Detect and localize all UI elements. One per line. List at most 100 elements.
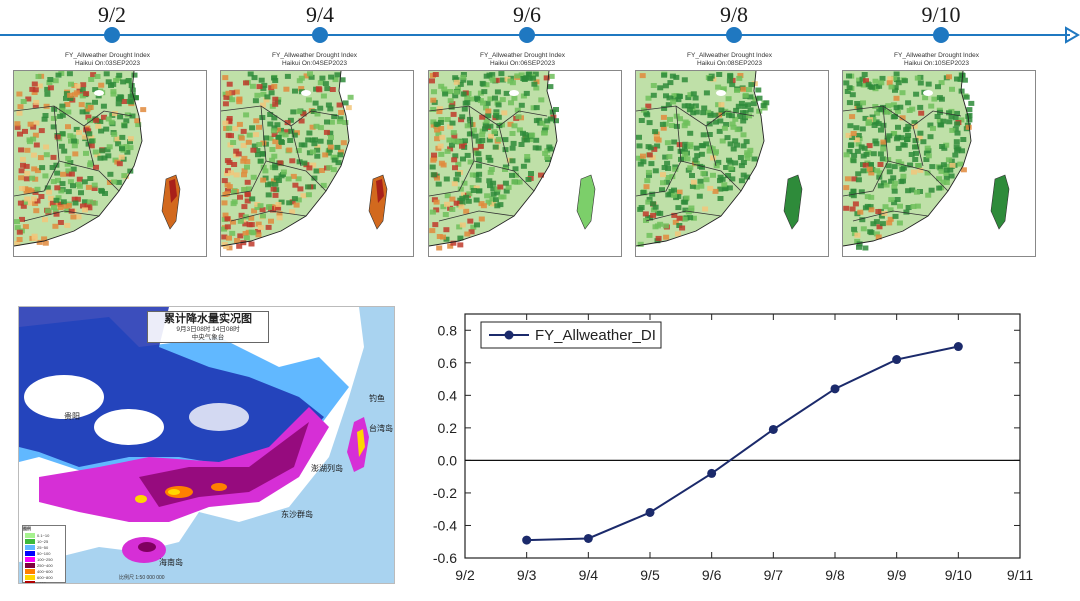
timeline-dot	[104, 27, 120, 43]
map-title-text: FY_Allweather Drought Index	[480, 52, 565, 59]
drought-map-image	[635, 70, 829, 257]
precipitation-title: 累计降水量实况图	[164, 313, 252, 325]
drought-map-panel: FY_Allweather Drought Index Haikui On:10…	[834, 52, 1039, 264]
x-tick-label: 9/4	[579, 567, 599, 583]
drought-map-panel: FY_Allweather Drought Index Haikui On:04…	[212, 52, 417, 264]
legend-label: FY_Allweather_DI	[535, 327, 656, 344]
timeline-dot	[726, 27, 742, 43]
legend-item: 400~600	[23, 568, 65, 574]
drought-map-title: FY_Allweather Drought Index Haikui On:04…	[212, 52, 417, 67]
map-subtitle-text: Haikui On:03SEP2023	[74, 59, 141, 67]
legend-item: 100~250	[23, 556, 65, 562]
drought-map-svg	[636, 71, 828, 256]
drought-map-panel: FY_Allweather Drought Index Haikui On:03…	[5, 52, 210, 264]
data-point	[830, 384, 840, 394]
province-boundaries	[221, 105, 340, 222]
legend-swatch	[25, 568, 35, 574]
data-point	[953, 342, 963, 352]
data-point	[583, 533, 593, 543]
y-tick-label: 0.2	[438, 420, 458, 436]
coastline	[221, 71, 350, 247]
map-title-text: FY_Allweather Drought Index	[894, 52, 979, 59]
geo-label-taiwan: 台湾岛	[369, 424, 393, 433]
x-tick-label: 9/6	[702, 567, 722, 583]
legend-label: 100~250	[37, 556, 53, 562]
map-title-text: FY_Allweather Drought Index	[687, 52, 772, 59]
coastline	[429, 71, 558, 247]
coastline	[843, 71, 972, 247]
x-tick-label: 9/8	[825, 567, 845, 583]
legend-swatch	[25, 562, 35, 568]
map-subtitle-text: Haikui On:04SEP2023	[281, 59, 348, 67]
timeline-dot	[312, 27, 328, 43]
data-point	[645, 507, 655, 517]
timeline-date-label: 9/6	[512, 2, 542, 27]
map-title-text: FY_Allweather Drought Index	[65, 52, 150, 59]
geo-label-inland: 贵阳	[64, 412, 80, 421]
province-boundaries	[843, 105, 962, 222]
data-point	[707, 468, 717, 478]
province-boundaries	[14, 105, 133, 222]
x-tick-label: 9/9	[887, 567, 907, 583]
x-tick-label: 9/5	[640, 567, 660, 583]
timeline-arrow-icon	[1065, 26, 1080, 44]
geo-label-penghu: 澎湖列岛	[311, 464, 343, 473]
drought-map-title: FY_Allweather Drought Index Haikui On:03…	[5, 52, 210, 67]
coastline	[14, 71, 143, 247]
y-tick-label: 0.8	[438, 322, 458, 338]
coastline	[636, 71, 765, 247]
series-line	[526, 345, 959, 542]
y-tick-label: 0.6	[438, 355, 458, 371]
legend-item: 0.1~10	[23, 532, 65, 538]
timeline-date-label: 9/2	[97, 2, 127, 27]
y-tick-label: -0.6	[433, 550, 457, 566]
legend-label: 600~800	[37, 574, 53, 580]
legend-title: 图例	[23, 526, 31, 531]
map-subtitle-text: Haikui On:06SEP2023	[489, 59, 556, 67]
x-tick-label: 9/10	[945, 567, 972, 583]
precipitation-subtitle: 9月3日08时 14日08时	[176, 326, 240, 333]
timeline-dot	[933, 27, 949, 43]
drought-map-svg	[221, 71, 413, 256]
legend-label: 400~600	[37, 568, 53, 574]
y-tick-label: 0.4	[438, 387, 458, 403]
map-subtitle-text: Haikui On:10SEP2023	[903, 59, 970, 67]
precipitation-map: 累计降水量实况图 9月3日08时 14日08时 中央气象台 贵阳 钓鱼 台湾岛 …	[18, 306, 395, 584]
taiwan-shape	[990, 174, 1010, 230]
timeline-axis	[0, 26, 1080, 44]
y-tick-label: -0.2	[433, 485, 457, 501]
drought-map-title: FY_Allweather Drought Index Haikui On:08…	[627, 52, 832, 67]
precipitation-legend: 图例 0.1~10 10~25 25~50 50~100 100~250 250~400 4…	[22, 525, 66, 583]
taiwan-shape	[783, 174, 803, 230]
x-tick-label: 9/3	[517, 567, 537, 583]
legend-item: 600~800	[23, 574, 65, 580]
legend-item: 10~25	[23, 538, 65, 544]
legend-item: 25~50	[23, 544, 65, 550]
timeline-date-label: 9/10	[921, 2, 961, 27]
map-subtitle-text: Haikui On:08SEP2023	[696, 59, 763, 67]
drought-map-panel: FY_Allweather Drought Index Haikui On:06…	[420, 52, 625, 264]
taiwan-shape	[576, 174, 596, 230]
geo-label-hainan: 海南岛	[159, 558, 183, 567]
legend-swatch	[25, 574, 35, 580]
data-point	[892, 355, 902, 365]
legend-swatch	[25, 538, 35, 544]
drought-map-title: FY_Allweather Drought Index Haikui On:10…	[834, 52, 1039, 67]
x-tick-label: 9/11	[1007, 567, 1033, 583]
date-timeline: 9/2 9/4 9/6 9/8 9/10	[0, 0, 1080, 60]
legend-item: 250~400	[23, 562, 65, 568]
legend-label: 250~400	[37, 562, 53, 568]
province-boundaries	[429, 105, 548, 222]
y-tick-label: 0.0	[438, 452, 458, 468]
plot-frame	[464, 313, 1021, 559]
drought-map-image	[13, 70, 207, 257]
legend-swatch	[25, 556, 35, 562]
geo-label-diaoyu: 钓鱼	[369, 394, 385, 403]
legend-label: 25~50	[37, 544, 49, 550]
legend-marker	[504, 330, 514, 340]
precipitation-map-image	[19, 307, 369, 563]
drought-map-title: FY_Allweather Drought Index Haikui On:06…	[420, 52, 625, 67]
x-tick-label: 9/2	[455, 567, 475, 583]
drought-map-panel: FY_Allweather Drought Index Haikui On:08…	[627, 52, 832, 264]
precipitation-footer: 比例尺 1:50 000 000	[119, 575, 165, 581]
